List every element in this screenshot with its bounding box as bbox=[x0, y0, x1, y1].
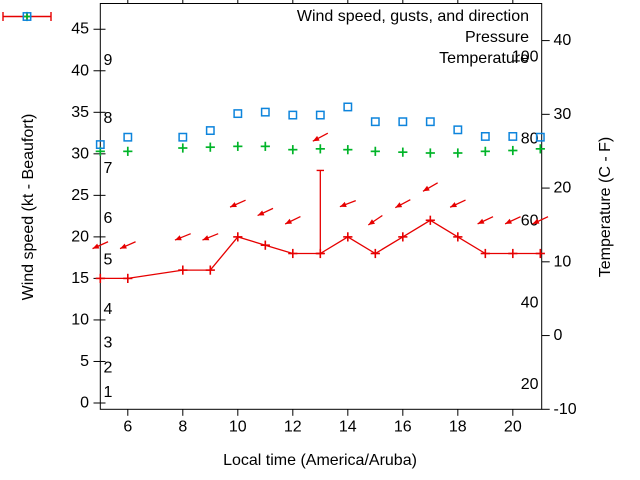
kt-tick-label: 25 bbox=[71, 187, 89, 204]
c-tick-label: 20 bbox=[554, 180, 572, 197]
wind-direction-arrow-icon bbox=[339, 200, 356, 208]
wind-direction-arrow-icon bbox=[449, 199, 466, 208]
beaufort-label: 6 bbox=[104, 210, 113, 227]
beaufort-label: 7 bbox=[104, 160, 113, 177]
beaufort-label: 9 bbox=[104, 52, 113, 69]
x-tick-label: 12 bbox=[284, 419, 302, 436]
wind-direction-arrow-icon bbox=[504, 216, 521, 225]
wind-direction-arrow-icon bbox=[119, 241, 136, 250]
beaufort-label: 1 bbox=[104, 384, 113, 401]
fahrenheit-label: 60 bbox=[521, 212, 539, 229]
wind-direction-arrow-icon bbox=[395, 199, 411, 209]
wind-direction-arrow-icon bbox=[367, 214, 383, 226]
kt-tick-label: 0 bbox=[80, 394, 89, 411]
legend: Wind speed, gusts, and direction Pressur… bbox=[0, 6, 529, 69]
x-tick-label: 8 bbox=[178, 419, 187, 436]
kt-tick-label: 45 bbox=[71, 21, 89, 38]
fahrenheit-label: 80 bbox=[521, 130, 539, 147]
beaufort-label: 3 bbox=[104, 334, 113, 351]
right-axis-title: Temperature (C - F) bbox=[597, 136, 614, 278]
x-tick-label: 20 bbox=[504, 419, 522, 436]
x-tick-label: 10 bbox=[229, 419, 247, 436]
wind-direction-arrow-icon bbox=[174, 233, 191, 241]
wind-direction-arrow-icon bbox=[202, 233, 219, 241]
x-tick-label: 18 bbox=[449, 419, 467, 436]
kt-tick-label: 40 bbox=[71, 62, 89, 79]
c-tick-label: 40 bbox=[554, 32, 572, 49]
legend-label-temperature: Temperature bbox=[439, 50, 529, 67]
wind-direction-arrow-icon bbox=[422, 182, 439, 192]
kt-tick-label: 20 bbox=[71, 228, 89, 245]
fahrenheit-label: 40 bbox=[521, 294, 539, 311]
legend-row-wind: Wind speed, gusts, and direction bbox=[0, 6, 529, 27]
c-tick-label: -10 bbox=[554, 401, 577, 418]
x-axis-title: Local time (America/Aruba) bbox=[223, 452, 417, 469]
c-tick-label: 0 bbox=[554, 327, 563, 344]
legend-label-wind: Wind speed, gusts, and direction bbox=[296, 8, 529, 25]
wind-direction-arrow-icon bbox=[477, 216, 494, 225]
temperature-series bbox=[95, 102, 545, 150]
fahrenheit-label: 20 bbox=[521, 376, 539, 393]
beaufort-label: 2 bbox=[104, 359, 113, 376]
beaufort-label: 8 bbox=[104, 110, 113, 127]
in-plot-scale-labels: 9 8 7 6 5 4 3 2 1 20 40 60 80 100 bbox=[104, 48, 539, 401]
temperature-square-sample-icon bbox=[22, 12, 32, 21]
legend-label-pressure: Pressure bbox=[464, 29, 529, 46]
fahrenheit-label: 100 bbox=[512, 48, 539, 65]
x-tick-label: 16 bbox=[394, 419, 412, 436]
wind-direction-arrow-icon bbox=[284, 215, 301, 225]
kt-tick-label: 10 bbox=[71, 311, 89, 328]
left-axis-title: Wind speed (kt - Beaufort) bbox=[20, 113, 37, 301]
legend-row-temperature: Temperature bbox=[0, 12, 529, 69]
wind-direction-arrow-icon bbox=[312, 132, 329, 142]
c-tick-label: 10 bbox=[554, 253, 572, 270]
kt-tick-label: 5 bbox=[80, 353, 89, 370]
beaufort-label: 5 bbox=[104, 251, 113, 268]
wind-direction-arrow-icon bbox=[257, 207, 274, 217]
kt-tick-label: 30 bbox=[71, 145, 89, 162]
x-tick-label: 6 bbox=[123, 419, 132, 436]
beaufort-label: 4 bbox=[104, 301, 113, 318]
kt-tick-label: 15 bbox=[71, 270, 89, 287]
x-tick-label: 14 bbox=[339, 419, 357, 436]
pressure-series bbox=[95, 141, 545, 158]
wind-direction-arrow-icon bbox=[92, 241, 109, 250]
wind-direction-arrow-icon bbox=[229, 199, 246, 208]
c-tick-label: 30 bbox=[554, 106, 572, 123]
kt-tick-label: 35 bbox=[71, 104, 89, 121]
wind-series bbox=[92, 132, 549, 284]
legend-row-pressure: Pressure bbox=[0, 11, 529, 48]
wind-direction-arrow-icon bbox=[532, 216, 549, 225]
axes: 6 8 10 12 14 16 18 20051015202530354045-1001020… bbox=[71, 0, 577, 436]
